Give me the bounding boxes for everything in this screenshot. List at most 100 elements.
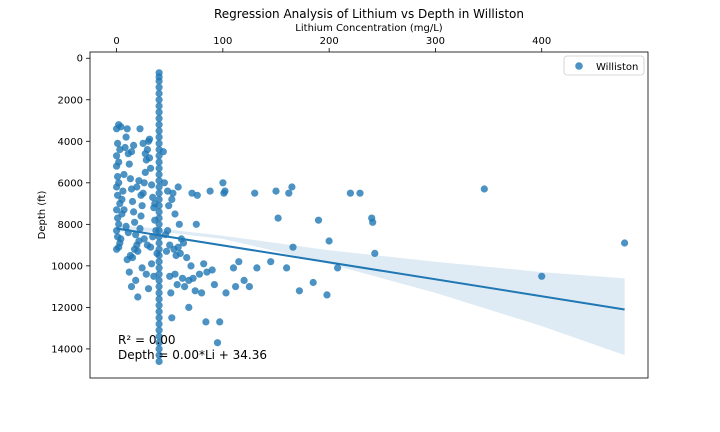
scatter-points-layer	[113, 69, 629, 365]
data-point-154	[174, 243, 182, 251]
data-point-13	[113, 206, 121, 214]
equation-annotation: Depth = 0.00*Li + 34.36	[118, 348, 267, 362]
data-point-59	[132, 276, 140, 284]
data-point-168	[192, 220, 200, 228]
data-point-8	[114, 173, 122, 181]
data-point-44	[141, 168, 149, 176]
data-point-209	[480, 185, 488, 193]
data-point-127	[155, 314, 163, 322]
data-point-66	[118, 195, 126, 203]
data-point-199	[309, 278, 317, 287]
data-point-71	[128, 254, 137, 262]
data-point-110	[155, 208, 163, 216]
data-point-211	[621, 239, 629, 247]
data-point-49	[147, 164, 155, 172]
y-axis-title: Depth (ft)	[37, 191, 48, 240]
data-point-155	[175, 220, 183, 228]
data-point-172	[200, 260, 208, 268]
data-point-85	[141, 150, 149, 158]
data-point-150	[171, 270, 179, 278]
data-point-58	[127, 283, 136, 291]
data-point-2	[117, 123, 125, 131]
y-tick-label-2000: 2000	[58, 95, 83, 106]
data-point-64	[148, 260, 156, 268]
data-point-166	[189, 274, 197, 282]
data-point-20	[115, 243, 123, 251]
data-point-153	[174, 183, 182, 191]
data-point-125	[155, 301, 163, 309]
data-point-135	[159, 148, 167, 156]
data-point-90	[155, 83, 163, 91]
data-point-82	[127, 148, 136, 156]
y-tick-label-14000: 14000	[51, 344, 83, 355]
data-point-136	[160, 179, 168, 187]
data-point-145	[168, 195, 176, 203]
data-point-23	[119, 187, 127, 195]
data-point-81	[130, 141, 138, 149]
data-point-116	[155, 245, 163, 253]
data-point-29	[125, 160, 133, 168]
data-point-89	[155, 77, 163, 85]
data-point-198	[295, 287, 303, 295]
chart-title: Regression Analysis of Lithium vs Depth …	[214, 7, 524, 21]
data-point-192	[272, 187, 280, 195]
data-point-129	[155, 326, 163, 334]
x-tick-label-200: 200	[320, 36, 339, 47]
x-tick-label-400: 400	[532, 36, 551, 47]
data-point-188	[245, 283, 253, 291]
confidence-band	[116, 225, 625, 356]
data-point-5	[113, 152, 121, 160]
legend: Williston	[563, 55, 645, 76]
data-point-201	[323, 291, 331, 299]
data-point-203	[334, 264, 342, 272]
data-point-117	[155, 251, 163, 260]
data-point-119	[155, 264, 163, 272]
data-point-33	[130, 208, 138, 216]
data-point-108	[155, 195, 163, 203]
data-point-186	[235, 258, 243, 266]
data-point-75	[140, 235, 148, 243]
data-point-196	[288, 183, 296, 191]
data-point-103	[155, 164, 163, 172]
data-point-86	[145, 135, 154, 143]
data-point-163	[185, 303, 193, 311]
data-point-200	[314, 216, 323, 224]
data-point-193	[274, 214, 282, 222]
data-point-80	[133, 183, 141, 191]
data-point-62	[142, 270, 150, 278]
r-squared-annotation: R² = 0.00	[118, 333, 176, 347]
data-point-208	[371, 249, 379, 257]
data-point-109	[155, 202, 163, 210]
data-point-120	[155, 270, 163, 278]
data-point-34	[131, 218, 139, 226]
data-point-3	[114, 139, 122, 147]
data-point-92	[155, 96, 163, 104]
data-point-111	[155, 214, 163, 222]
data-point-121	[155, 276, 163, 284]
data-point-32	[128, 197, 137, 206]
data-point-63	[144, 285, 153, 293]
data-point-61	[138, 264, 146, 272]
data-point-21	[117, 235, 125, 243]
y-tick-label-10000: 10000	[51, 261, 83, 272]
data-point-158	[178, 274, 187, 282]
data-point-178	[213, 339, 222, 347]
data-point-161	[183, 254, 191, 262]
x-axis-title: Lithium Concentration (mg/L)	[295, 23, 442, 34]
data-point-115	[155, 239, 163, 247]
data-point-84	[139, 139, 147, 147]
plot-frame	[89, 51, 649, 379]
data-point-202	[325, 237, 333, 245]
data-point-15	[115, 220, 123, 228]
data-point-102	[155, 158, 163, 166]
data-point-67	[120, 206, 128, 214]
data-point-190	[253, 264, 261, 272]
data-point-128	[155, 320, 163, 328]
y-tick-label-12000: 12000	[51, 303, 83, 314]
data-point-24	[120, 170, 128, 179]
data-point-187	[240, 276, 248, 284]
data-point-77	[147, 243, 155, 251]
data-point-96	[155, 121, 163, 129]
data-point-123	[155, 289, 163, 297]
